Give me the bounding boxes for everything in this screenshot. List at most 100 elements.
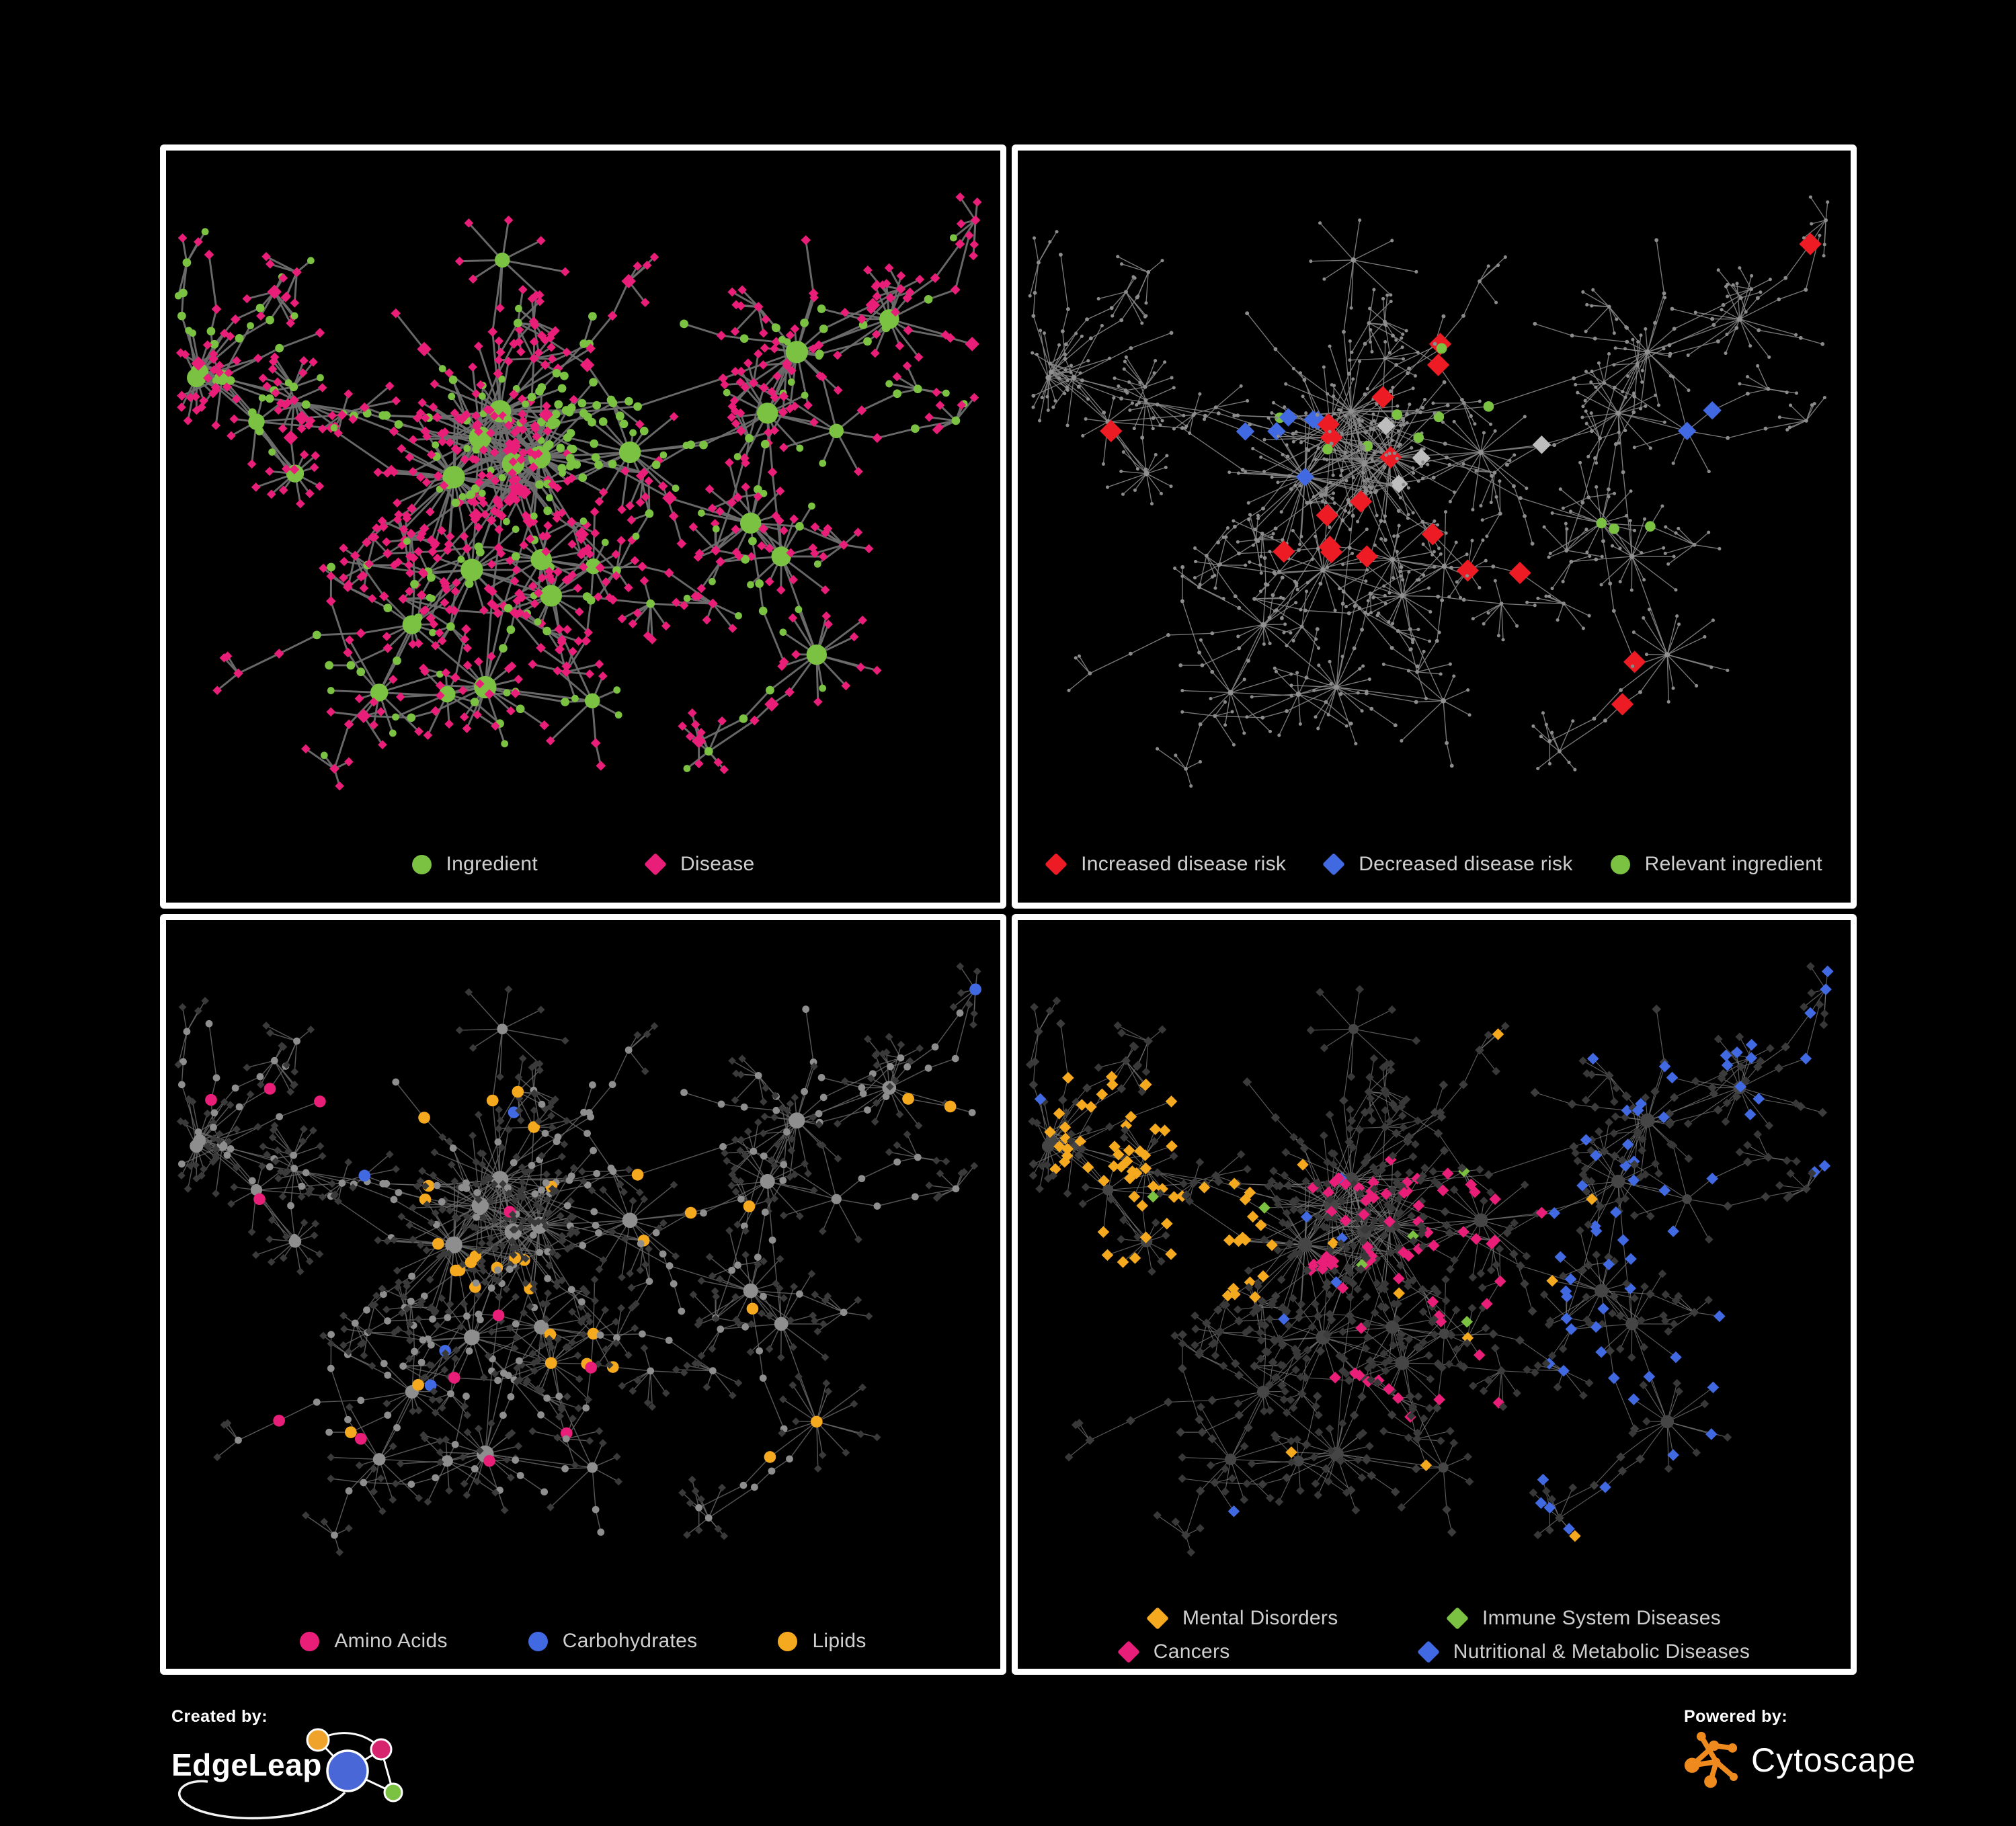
network-node: [1279, 408, 1297, 426]
network-node: [1295, 584, 1298, 587]
network-node: [625, 501, 635, 511]
network-node: [560, 372, 569, 380]
network-node: [1624, 325, 1627, 329]
network-node: [1406, 371, 1410, 375]
network-node: [1391, 334, 1395, 338]
network-edge: [1353, 260, 1390, 295]
network-edge: [594, 512, 595, 567]
network-node: [1396, 534, 1400, 538]
network-node: [613, 686, 620, 694]
network-node: [356, 667, 365, 676]
network-node: [1169, 485, 1172, 488]
network-node: [1668, 354, 1671, 358]
network-edge: [1087, 308, 1112, 319]
network-node: [1048, 240, 1051, 243]
network-node: [1725, 333, 1728, 336]
network-node: [1316, 727, 1320, 730]
network-edge: [238, 1421, 279, 1440]
network-node: [1153, 371, 1156, 374]
network-node: [1824, 218, 1828, 222]
network-node: [1379, 519, 1383, 523]
network-edge: [1514, 486, 1525, 516]
network-node: [545, 1357, 557, 1369]
network-node: [1383, 520, 1386, 523]
network-node: [1585, 550, 1588, 554]
network-node: [1402, 357, 1405, 360]
network-node: [1178, 663, 1182, 667]
network-node: [1695, 684, 1698, 688]
network-edge: [1262, 711, 1287, 718]
network-node: [248, 408, 257, 417]
network-node: [1490, 474, 1494, 478]
network-edge: [501, 323, 518, 352]
network-node: [1063, 352, 1067, 356]
network-node: [1367, 599, 1370, 602]
network-node: [1366, 387, 1369, 390]
network-edge: [1311, 260, 1353, 261]
network-node: [1441, 315, 1445, 319]
network-node: [446, 622, 455, 631]
network-node: [832, 1194, 842, 1204]
network-node: [1804, 419, 1808, 423]
network-edge: [1202, 648, 1239, 665]
network-node: [1340, 431, 1344, 435]
network-edge: [889, 1088, 946, 1104]
network-node: [1328, 345, 1332, 348]
network-node: [266, 395, 274, 403]
network-node: [1640, 551, 1643, 554]
network-node: [1571, 719, 1574, 722]
network-node: [1422, 542, 1425, 546]
network-edge: [1665, 545, 1694, 554]
network-node: [739, 714, 748, 723]
network-node: [1494, 495, 1498, 499]
network-edge: [760, 1351, 764, 1378]
network-node: [1277, 570, 1281, 574]
network-edge: [1215, 716, 1234, 745]
network-node: [1544, 595, 1547, 598]
network-node: [1746, 375, 1749, 378]
network-node: [784, 338, 791, 345]
network-node: [1081, 434, 1084, 438]
network-node: [1487, 264, 1490, 267]
network-edge: [1393, 335, 1439, 365]
network-node: [1590, 429, 1594, 433]
network-node: [1387, 452, 1391, 455]
network-edge: [1398, 630, 1418, 631]
network-node: [1383, 538, 1387, 542]
network-node: [403, 538, 411, 545]
network-node: [713, 526, 720, 533]
network-node: [1063, 357, 1067, 361]
network-node: [553, 369, 561, 378]
network-node: [1420, 520, 1424, 524]
network-edge: [1121, 471, 1147, 473]
network-node: [1677, 527, 1680, 530]
network-node: [1596, 518, 1607, 529]
network-edge: [789, 1421, 816, 1458]
network-node: [546, 494, 553, 501]
network-node: [1414, 374, 1417, 378]
network-edge: [735, 306, 759, 331]
network-edge: [1212, 672, 1230, 693]
network-node: [1065, 386, 1069, 389]
network-edge: [1275, 349, 1304, 380]
network-node: [291, 313, 298, 320]
network-node: [1305, 675, 1309, 679]
network-node: [1461, 462, 1465, 466]
network-node: [1337, 408, 1340, 411]
network-node: [1612, 363, 1615, 366]
network-node: [1363, 342, 1367, 346]
network-edge: [317, 1401, 360, 1403]
network-node: [1399, 423, 1403, 427]
network-node: [1418, 578, 1421, 581]
network-edge: [1145, 388, 1174, 400]
network-edge: [551, 1363, 562, 1409]
network-node: [1049, 370, 1054, 375]
network-node: [542, 454, 551, 463]
network-node: [1317, 647, 1320, 650]
network-node: [1548, 762, 1551, 765]
network-node: [1143, 385, 1147, 389]
network-edge: [1276, 503, 1311, 529]
network-node: [1328, 430, 1332, 433]
network-node: [1389, 293, 1392, 296]
